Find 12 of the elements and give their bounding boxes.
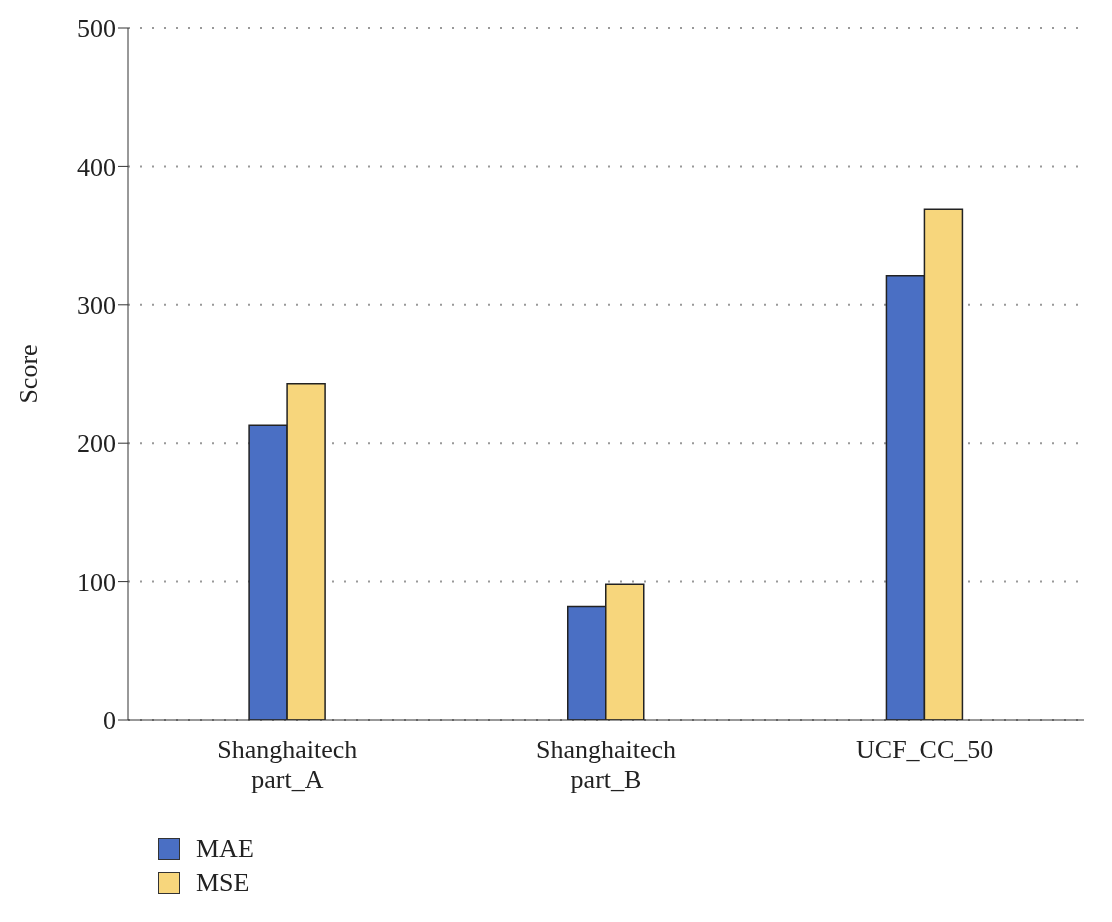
x-tick-label: Shanghaitech part_A bbox=[217, 735, 358, 794]
y-tick-label: 100 bbox=[77, 567, 116, 597]
y-axis-title: Score bbox=[14, 344, 44, 404]
y-tick-label: 0 bbox=[103, 706, 116, 736]
x-tick-label: UCF_CC_50 bbox=[856, 735, 994, 764]
legend-label: MSE bbox=[196, 868, 250, 898]
legend-label: MAE bbox=[196, 834, 254, 864]
y-tick-label: 300 bbox=[77, 291, 116, 321]
y-tick-label: 500 bbox=[77, 14, 116, 44]
y-tick-label: 400 bbox=[77, 152, 116, 182]
x-tick-label: Shanghaitech part_B bbox=[535, 735, 677, 794]
y-tick-label: 200 bbox=[77, 429, 116, 459]
